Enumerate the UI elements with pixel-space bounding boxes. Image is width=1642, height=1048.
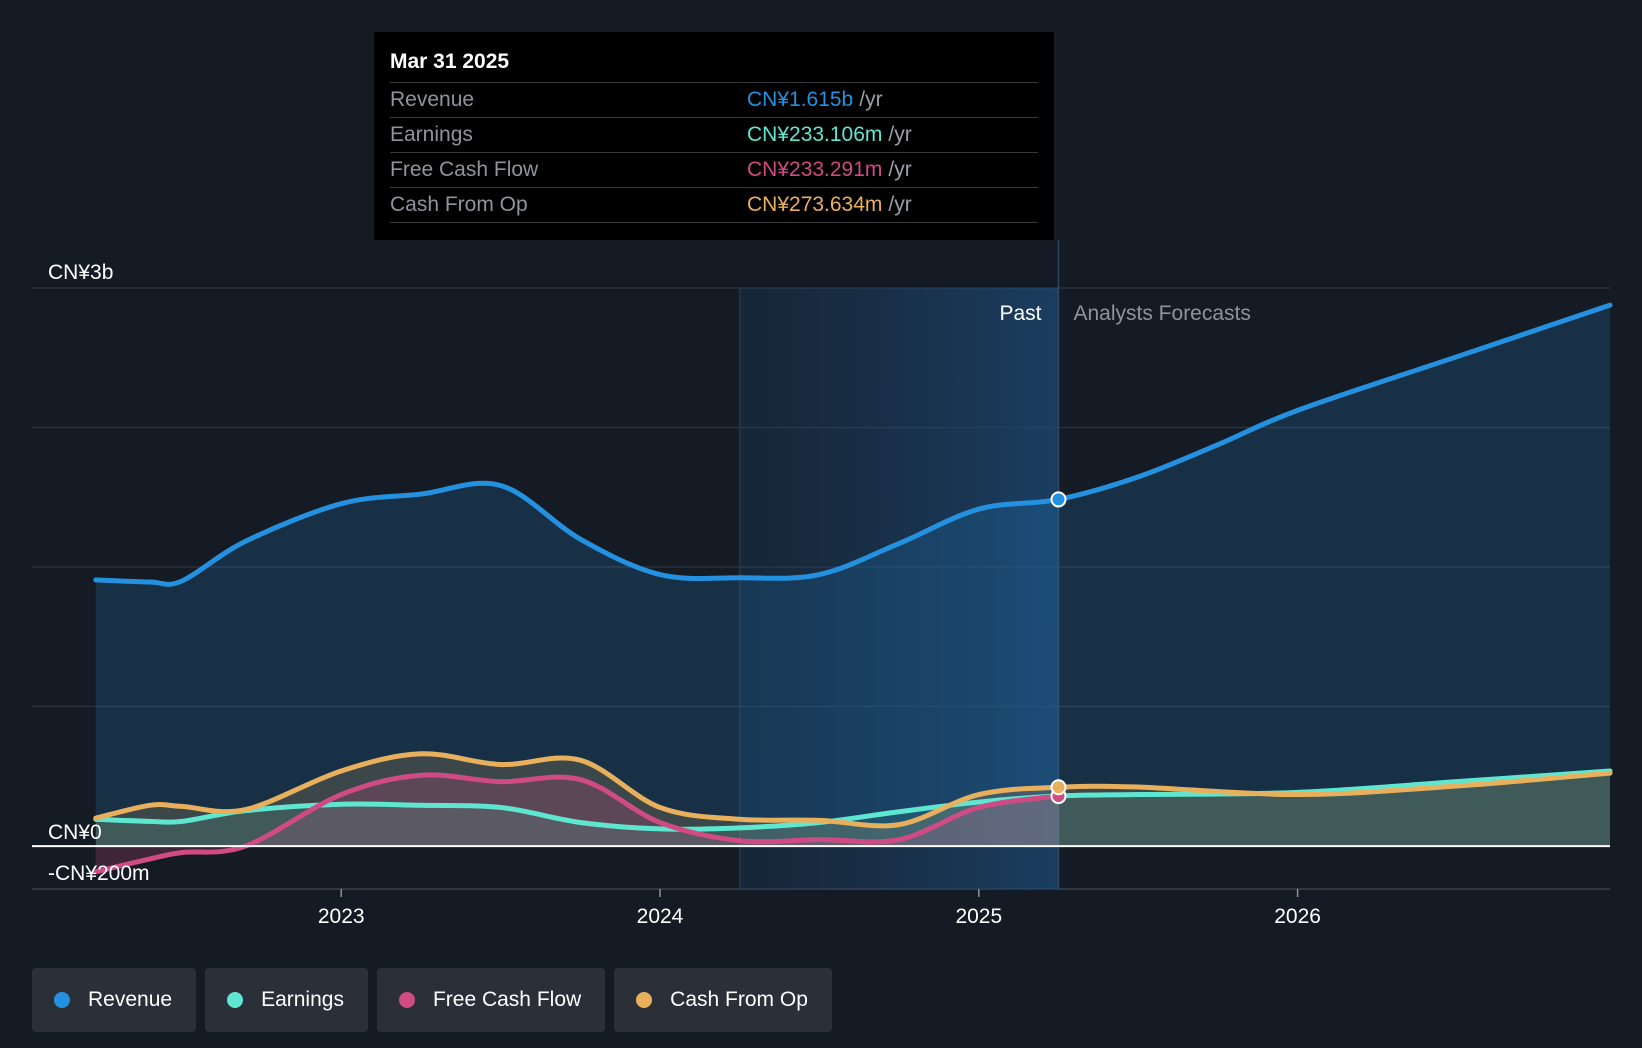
legend-revenue[interactable]: Revenue [32,968,197,1032]
legend-label: Earnings [261,988,344,1011]
tooltip-row: Revenue CN¥1.615b/yr [390,82,1038,117]
fcf-line [93,772,1061,875]
tooltip-date: Mar 31 2025 [390,50,510,73]
tooltip-row-label: Earnings [390,123,473,146]
tooltip-row-label: Free Cash Flow [390,158,539,181]
tooltip-row-unit: /yr [888,193,912,216]
x-tick-label: 2023 [318,905,365,928]
tooltip-row-unit: /yr [888,158,912,181]
forecast-label: Analysts Forecasts [1073,302,1250,325]
legend-free-cash-flow[interactable]: Free Cash Flow [376,968,606,1032]
tooltip-row-unit: /yr [859,88,883,111]
legend-earnings[interactable]: Earnings [205,968,368,1032]
x-tick-label: 2024 [637,905,684,928]
hover-markers [1050,491,1067,805]
past-label: Past [999,302,1041,325]
legend-dot-icon [398,992,415,1008]
series-lines [93,302,1613,875]
tooltip-row-unit: /yr [888,123,912,146]
tooltip-row-value: CN¥1.615b [747,88,854,111]
tooltip-row: Free Cash Flow CN¥233.291m/yr [390,152,1038,187]
legend: Revenue Earnings Free Cash Flow Cash From O… [32,968,832,1032]
tooltip-row-value: CN¥273.634m [747,193,883,216]
tooltip-row: Earnings CN¥233.106m/yr [390,117,1038,152]
tooltip-rows: Revenue CN¥1.615b/yr Earnings CN¥233.106m/y… [390,82,1038,223]
tooltip-row: Cash From Op CN¥273.634m/yr [390,187,1038,223]
y-tick-label: -CN¥200m [48,862,150,885]
legend-dot-icon [636,992,653,1008]
legend-dot-icon [54,992,70,1008]
legend-label: Cash From Op [670,988,808,1011]
tooltip-row-label: Revenue [390,88,475,111]
revenue-marker [1050,491,1067,508]
legend-label: Revenue [88,988,173,1011]
tooltip-row-value: CN¥233.291m [747,158,883,181]
y-tick-label: CN¥3b [48,261,113,284]
axes: CN¥3b CN¥0 -CN¥200m 2023 2024 2025 2026 [32,261,1610,928]
cfo-marker [1050,779,1067,796]
tooltip-row-label: Cash From Op [390,193,528,216]
legend-dot-icon [227,992,244,1008]
tooltip: Mar 31 2025 Revenue CN¥1.615b/yr Earnings C… [374,32,1054,240]
revenue-line [93,302,1613,587]
cfo-line [93,751,1613,829]
x-tick-label: 2025 [955,905,1002,928]
legend-cash-from-op[interactable]: Cash From Op [614,968,832,1032]
earnings-area [95,770,1611,847]
y-tick-label: CN¥0 [48,821,102,844]
x-tick-label: 2026 [1274,905,1321,928]
tooltip-row-value: CN¥233.106m [747,123,883,146]
legend-label: Free Cash Flow [432,988,582,1011]
